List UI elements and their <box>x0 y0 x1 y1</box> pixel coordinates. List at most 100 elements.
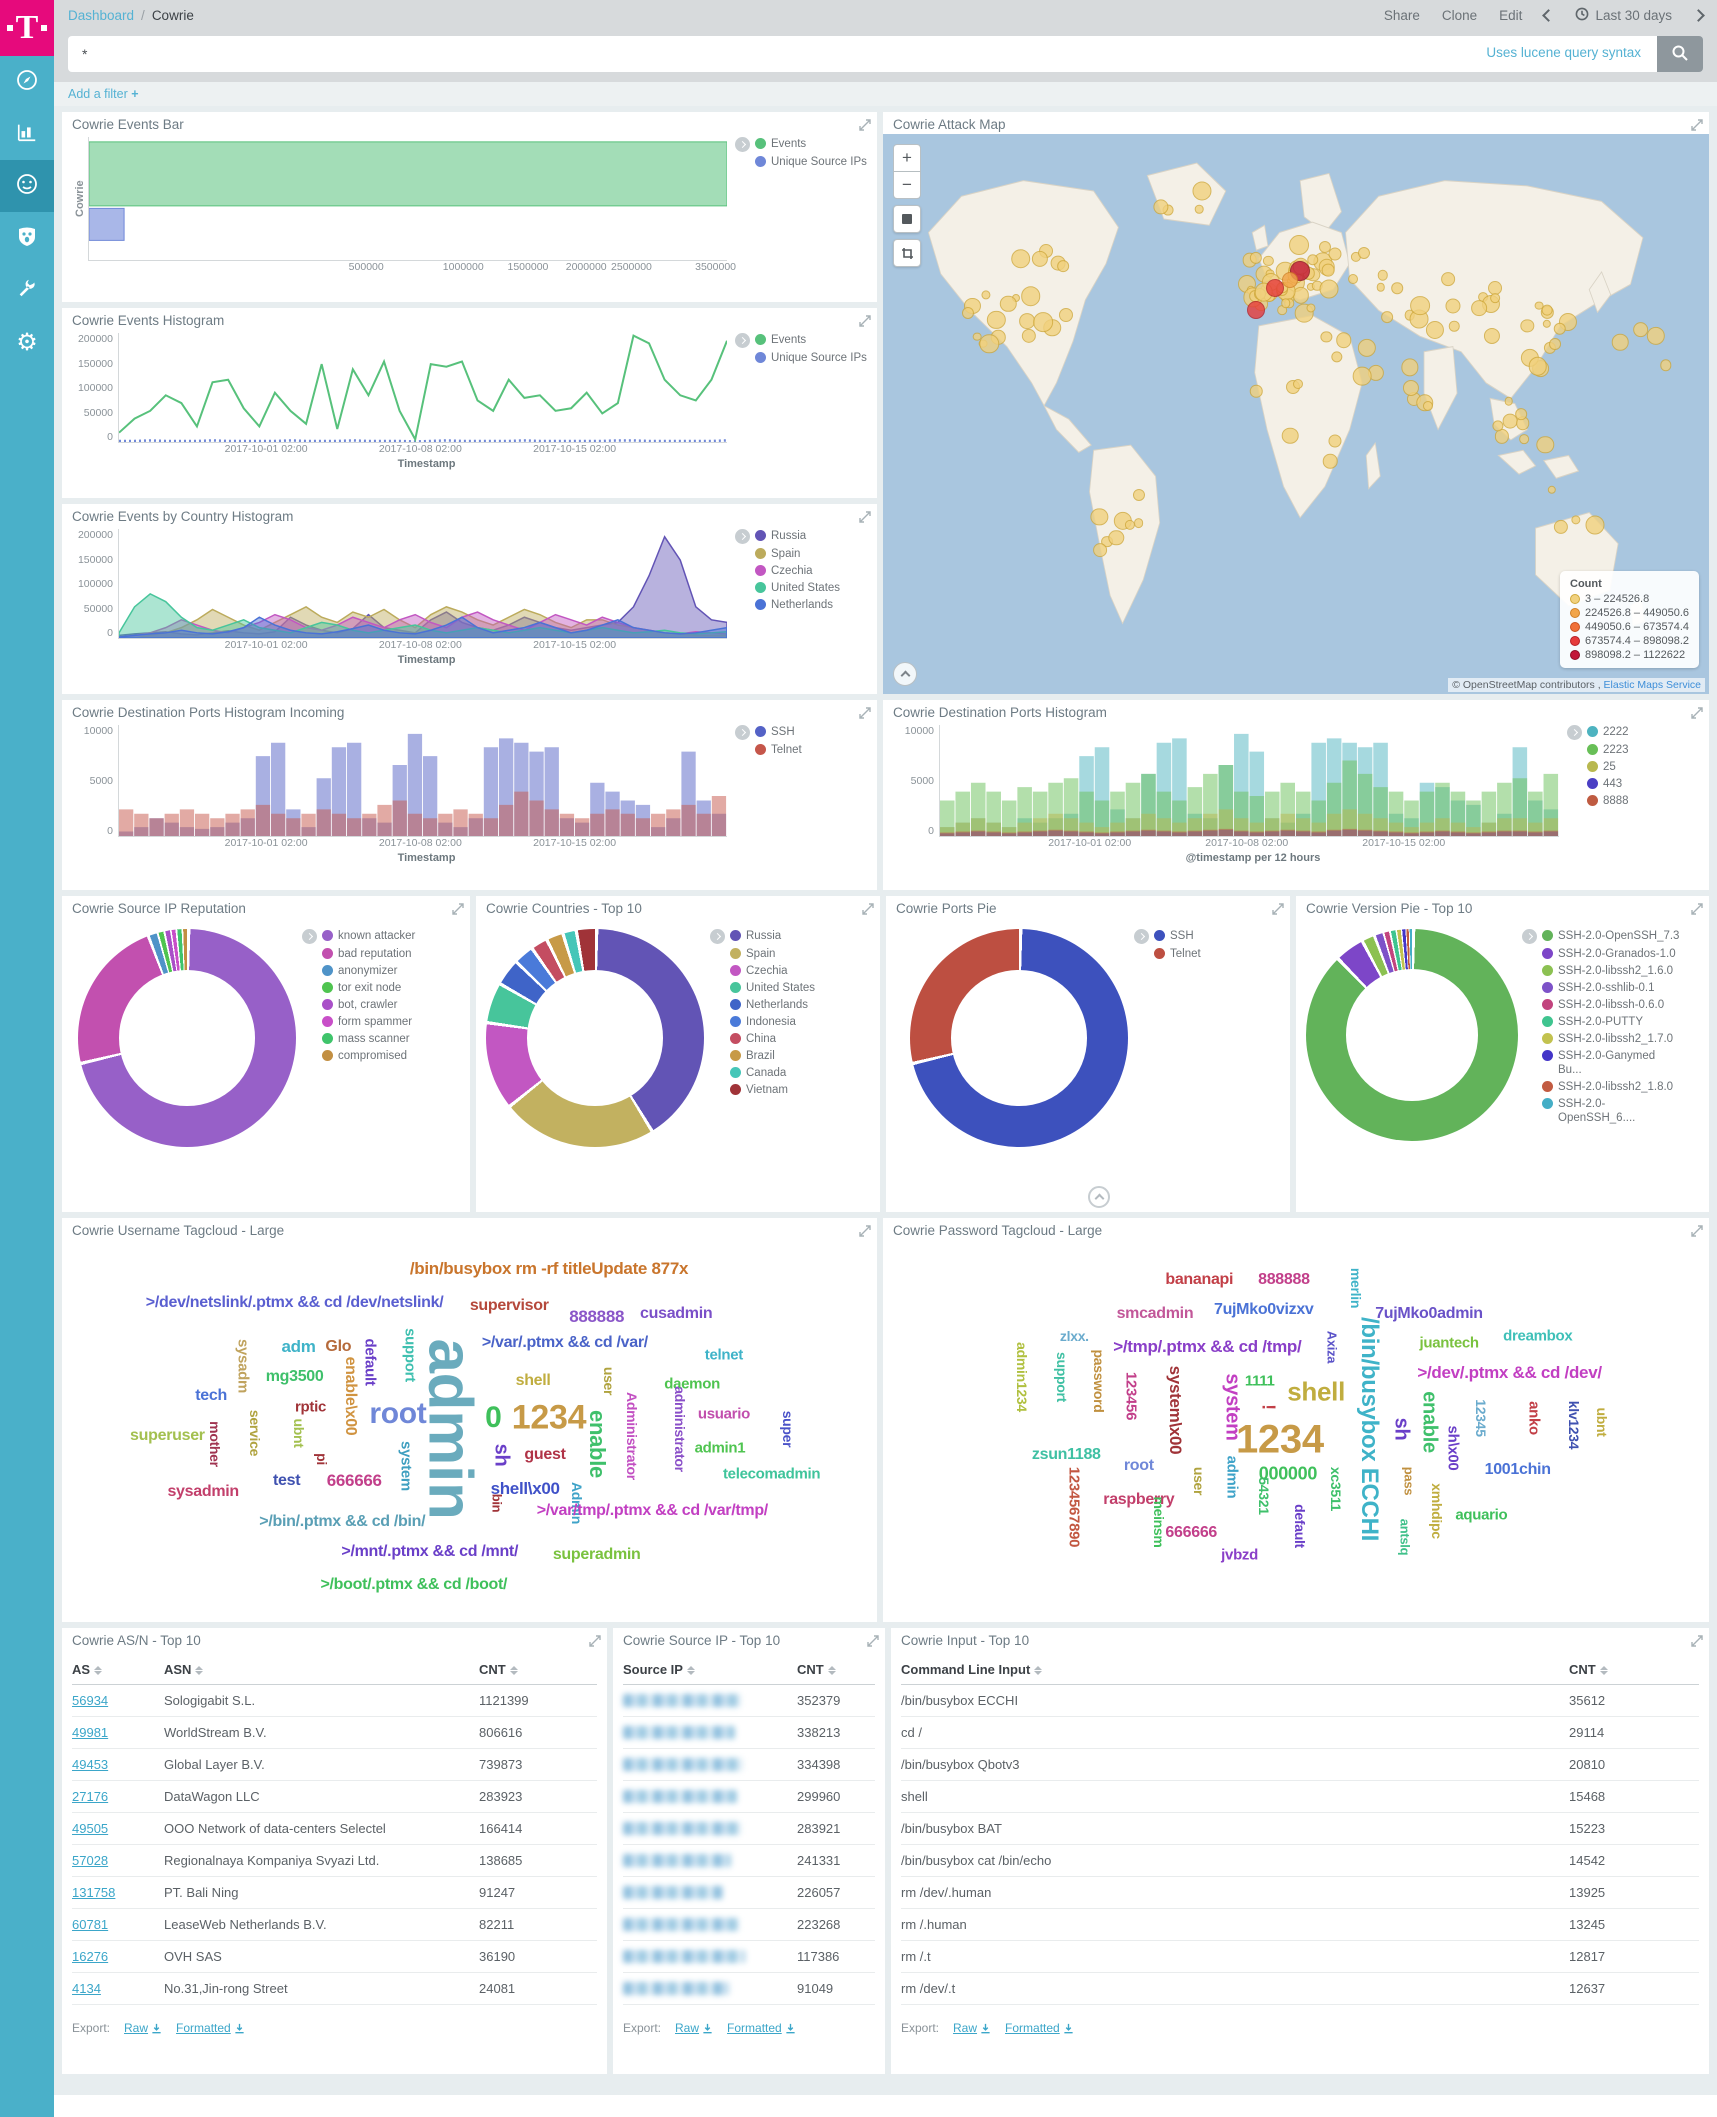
attack-bubble[interactable] <box>1483 327 1500 345</box>
tagcloud-word[interactable]: >/dev/netslink/.ptmx && cd /dev/netslink… <box>145 1293 444 1311</box>
attack-bubble[interactable] <box>1059 307 1074 322</box>
legend-item[interactable]: compromised <box>322 1049 460 1063</box>
tagcloud-word[interactable]: zlxx. <box>1059 1328 1089 1344</box>
legend-item[interactable]: Events <box>735 137 867 152</box>
tagcloud-word[interactable]: sysadm <box>234 1338 252 1393</box>
attack-bubble[interactable] <box>1249 385 1263 398</box>
sidebar-item-tpot[interactable] <box>0 212 54 264</box>
export-raw-link[interactable]: Raw <box>675 2021 713 2035</box>
attack-bubble[interactable] <box>1194 205 1204 214</box>
legend-item[interactable]: 8888 <box>1587 794 1699 808</box>
tagcloud-word[interactable]: ubnt <box>290 1418 307 1448</box>
legend-item[interactable]: anonymizer <box>322 964 460 978</box>
legend-item[interactable]: Events <box>735 333 867 348</box>
tagcloud-word[interactable]: 888888 <box>1258 1271 1310 1289</box>
legend-item[interactable]: SSH-2.0-libssh-0.6.0 <box>1542 998 1680 1012</box>
attack-bubble[interactable] <box>1093 543 1108 558</box>
attack-bubble[interactable] <box>1448 320 1460 332</box>
tagcloud-word[interactable]: 888888 <box>569 1307 625 1327</box>
legend-item[interactable]: Unique Source IPs <box>755 155 867 169</box>
tagcloud-word[interactable]: support <box>1054 1351 1071 1402</box>
tagcloud-word[interactable]: root <box>1123 1457 1154 1475</box>
export-raw-link[interactable]: Raw <box>953 2021 991 2035</box>
attack-bubble[interactable] <box>1192 181 1212 201</box>
attack-bubble[interactable] <box>1410 295 1430 316</box>
tagcloud-word[interactable]: merlin <box>1348 1267 1365 1308</box>
tagcloud-word[interactable]: 123456 <box>1122 1371 1140 1420</box>
attack-bubble[interactable] <box>962 306 975 320</box>
attack-bubble[interactable] <box>1010 248 1031 269</box>
legend-item[interactable]: United States <box>730 981 842 995</box>
tagcloud-word[interactable]: sh <box>1390 1417 1413 1441</box>
legend-item[interactable]: SSH-2.0-libssh2_1.8.0 <box>1542 1080 1680 1094</box>
attack-bubble[interactable] <box>1549 338 1562 351</box>
tagcloud-word[interactable]: anko <box>1525 1400 1543 1435</box>
legend-item[interactable]: Czechia <box>730 964 842 978</box>
tagcloud-word[interactable]: user <box>1191 1466 1208 1496</box>
countries-donut-chart[interactable] <box>486 929 704 1147</box>
expand-icon[interactable] <box>859 314 871 332</box>
attack-bubble[interactable] <box>1571 515 1581 525</box>
events-histogram-chart[interactable] <box>118 333 727 443</box>
column-header[interactable]: ASN <box>164 1662 192 1677</box>
legend-item[interactable]: Russia <box>735 529 867 544</box>
tagcloud-word[interactable]: smcadmin <box>1116 1304 1194 1322</box>
legend-item[interactable]: form spammer <box>322 1015 460 1029</box>
tagcloud-word[interactable]: tech <box>195 1386 227 1404</box>
attack-bubble[interactable] <box>1321 263 1335 277</box>
attack-bubble[interactable] <box>1328 247 1342 261</box>
expand-icon[interactable] <box>1691 706 1703 724</box>
attack-bubble[interactable] <box>1376 283 1385 292</box>
tagcloud-word[interactable]: sysadmin <box>167 1483 239 1501</box>
attack-map[interactable]: + − Count 3 – 224526.8 224526.8 – 449050.… <box>883 134 1709 694</box>
legend-item[interactable]: SSH-2.0-OpenSSH_7.3 <box>1522 929 1680 944</box>
legend-item[interactable]: bot, crawler <box>322 998 460 1012</box>
tagcloud-word[interactable]: administrator <box>672 1386 689 1472</box>
tagcloud-word[interactable]: usuario <box>697 1405 750 1423</box>
tagcloud-word[interactable]: bin <box>489 1494 505 1513</box>
tagcloud-word[interactable]: >/var/tmp/.ptmx && cd /var/tmp/ <box>536 1501 769 1519</box>
search-button[interactable] <box>1657 36 1703 72</box>
legend-collapse-button[interactable] <box>1134 929 1149 944</box>
column-header[interactable]: Source IP <box>623 1662 683 1677</box>
tagcloud-word[interactable]: 666666 <box>326 1471 382 1491</box>
legend-item[interactable]: 25 <box>1587 760 1699 774</box>
legend-collapse-up-button[interactable] <box>1088 1186 1110 1208</box>
legend-item[interactable]: Telnet <box>1154 947 1266 961</box>
legend-item[interactable]: Canada <box>730 1066 842 1080</box>
attack-bubble[interactable] <box>1108 529 1125 546</box>
tagcloud-word[interactable]: enable\x00 <box>342 1356 360 1435</box>
lucene-syntax-link[interactable]: Uses lucene query syntax <box>1486 45 1641 60</box>
attack-bubble[interactable] <box>1471 299 1488 316</box>
reputation-donut-chart[interactable] <box>78 929 296 1147</box>
sort-icon[interactable] <box>1034 1666 1043 1676</box>
ports-donut-chart[interactable] <box>910 929 1128 1147</box>
attack-bubble[interactable] <box>1377 270 1389 281</box>
legend-item[interactable]: known attacker <box>302 929 460 944</box>
legend-item[interactable]: SSH-2.0-OpenSSH_6.... <box>1542 1097 1680 1125</box>
tagcloud-word[interactable]: telnet <box>704 1346 744 1364</box>
add-filter-label[interactable]: Add a filter <box>68 87 128 101</box>
tagcloud-word[interactable]: shell <box>1287 1376 1346 1407</box>
sort-icon[interactable] <box>827 1666 836 1676</box>
share-button[interactable]: Share <box>1383 7 1420 23</box>
tagcloud-word[interactable]: bananapi <box>1165 1271 1234 1289</box>
legend-item[interactable]: SSH-2.0-PUTTY <box>1542 1015 1680 1029</box>
attack-bubble[interactable] <box>1402 380 1419 397</box>
attack-bubble[interactable] <box>1249 251 1262 265</box>
tagcloud-word[interactable]: enable <box>1418 1390 1441 1453</box>
attack-bubble[interactable] <box>1328 434 1342 448</box>
legend-item[interactable]: Brazil <box>730 1049 842 1063</box>
tagcloud-word[interactable]: antslq <box>1397 1518 1413 1556</box>
sort-icon[interactable] <box>686 1666 695 1676</box>
sort-icon[interactable] <box>1599 1666 1608 1676</box>
export-formatted-link[interactable]: Formatted <box>1005 2021 1074 2035</box>
attack-bubble[interactable] <box>1347 274 1358 285</box>
attack-bubble[interactable] <box>1288 234 1309 255</box>
attack-bubble[interactable] <box>1490 293 1500 303</box>
legend-collapse-button[interactable] <box>1522 929 1537 944</box>
legend-item[interactable]: SSH-2.0-libssh2_1.6.0 <box>1542 964 1680 978</box>
attack-bubble[interactable] <box>1335 332 1352 348</box>
attack-bubble[interactable] <box>1021 286 1041 306</box>
tagcloud-word[interactable]: 1234567890 <box>1065 1466 1083 1548</box>
